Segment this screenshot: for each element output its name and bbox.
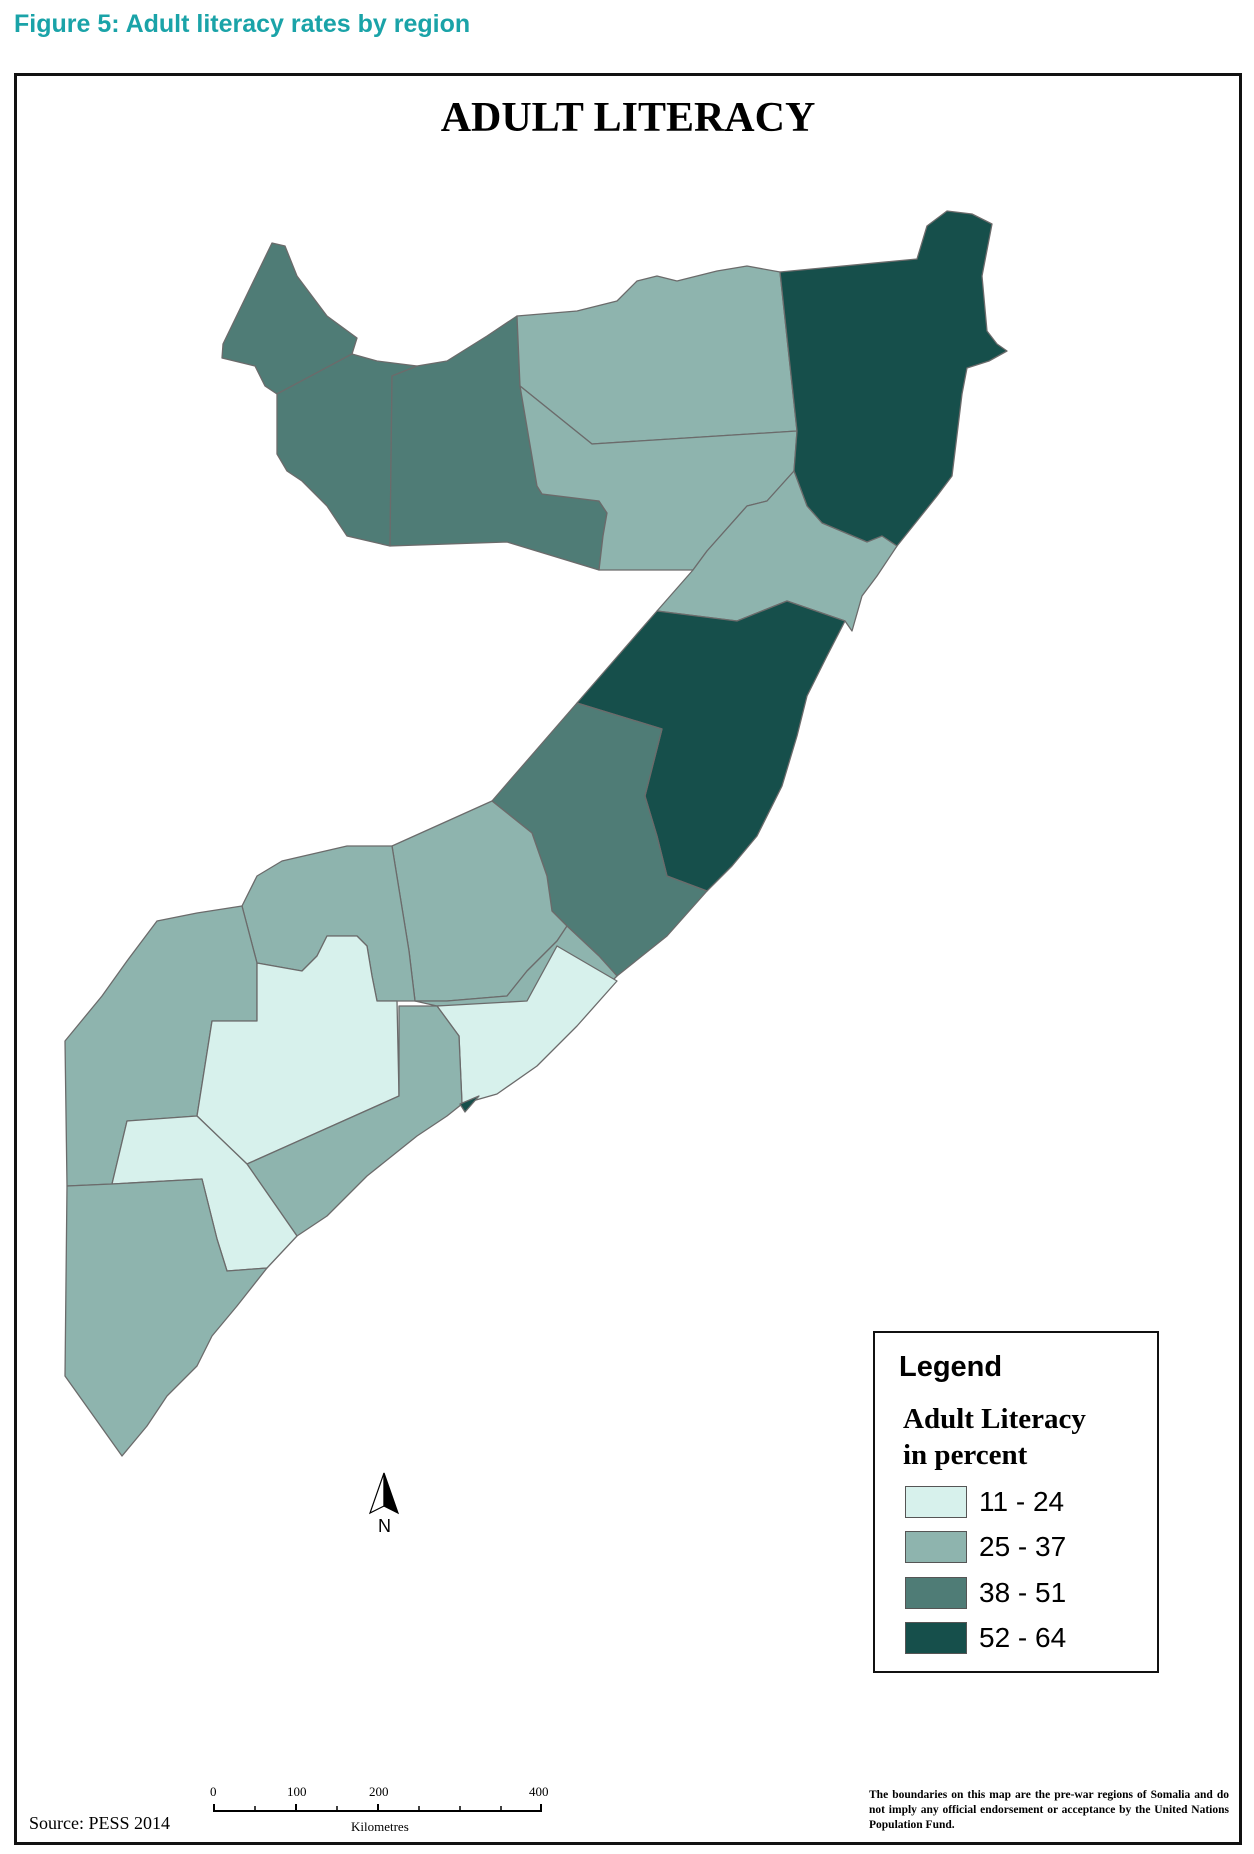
legend-label: 25 - 37 [979,1531,1067,1562]
region-shabeellaha-hoose [246,1005,463,1237]
legend-swatch [905,1486,967,1518]
map-title: ADULT LITERACY [440,95,816,141]
scale-tick-100: 100 [287,1784,307,1799]
north-arrow: N [368,1472,400,1536]
legend-item: 11 - 24 [905,1485,1064,1519]
legend-swatch [905,1531,967,1563]
scale-tick-0: 0 [210,1784,217,1799]
legend-label: 52 - 64 [979,1622,1067,1653]
legend-item: 38 - 51 [905,1576,1066,1610]
legend-label: 11 - 24 [979,1486,1065,1517]
legend-title: Legend [899,1351,1003,1383]
region-jubbada-hoose [64,1178,268,1457]
region-nugaal [656,470,898,632]
region-bari [779,210,1008,547]
scale-bar: 0 100 200 400 Kilometres [210,1784,549,1834]
region-bay [196,935,400,1165]
legend-item: 25 - 37 [905,1530,1066,1564]
region-woqooyi-galbeed [276,353,418,547]
legend-subtitle-line1: Adult Literacy [903,1403,1086,1435]
scale-unit: Kilometres [351,1819,409,1834]
legend-item: 52 - 64 [905,1621,1066,1655]
north-label: N [378,1516,391,1536]
legend-swatch [905,1622,967,1654]
source-note: Source: PESS 2014 [29,1813,171,1833]
region-banaadir [459,1095,480,1113]
disclaimer: The boundaries on this map are the pre-w… [869,1789,1229,1831]
legend: Legend Adult Literacy in percent 11 - 24… [873,1331,1159,1673]
legend-swatch [905,1577,967,1609]
figure-caption: Figure 5: Adult literacy rates by region [14,10,471,38]
map-frame: ADULT LITERACY [14,73,1242,1845]
legend-subtitle-line2: in percent [903,1439,1028,1471]
somalia-map: N 0 100 200 400 Kilometres [64,210,1008,1834]
legend-label: 38 - 51 [979,1577,1067,1608]
scale-tick-400: 400 [529,1784,549,1799]
legend-subtitle: Adult Literacy in percent [903,1401,1143,1473]
scale-tick-200: 200 [369,1784,389,1799]
